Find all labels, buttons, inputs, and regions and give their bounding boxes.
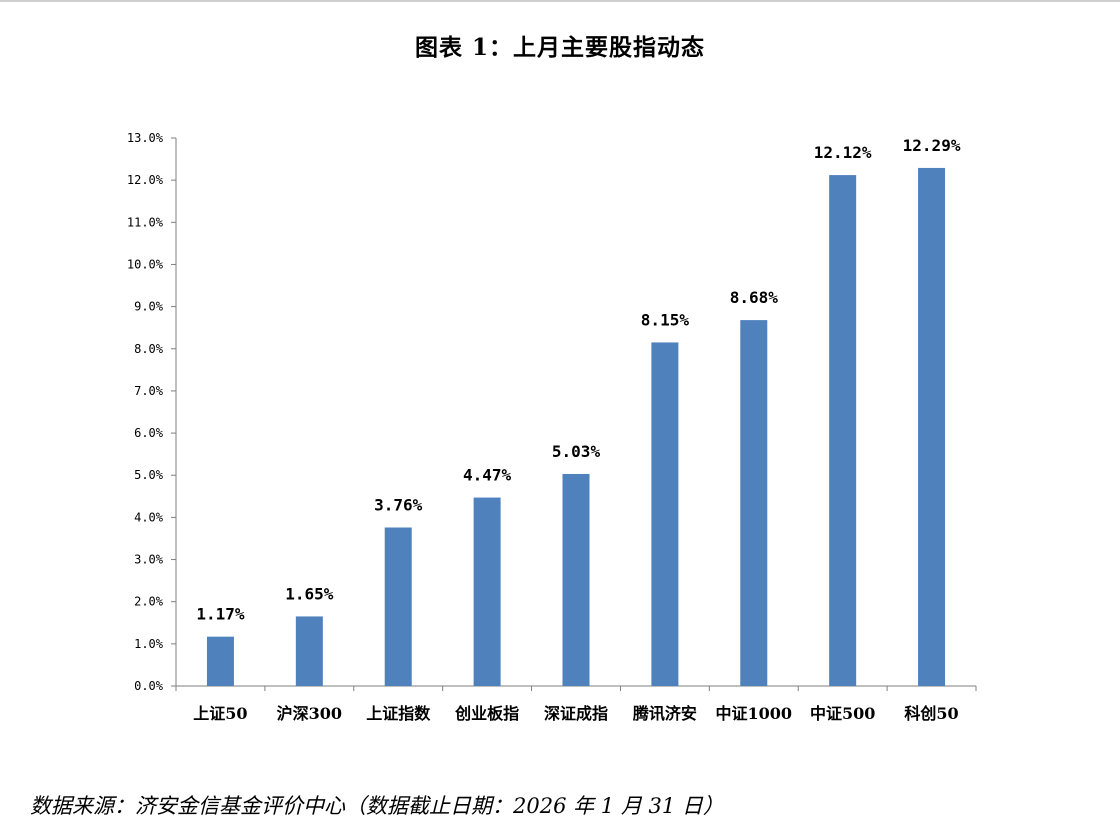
y-tick-label: 2.0% [134, 595, 164, 609]
x-tick-label: 创业板指 [454, 704, 519, 723]
x-tick-label: 上证50 [193, 704, 247, 723]
x-tick-label: 深证成指 [544, 704, 608, 723]
bar-5 [562, 473, 590, 686]
data-label: 1.17% [196, 605, 245, 624]
data-label: 12.12% [814, 143, 872, 162]
data-label: 5.03% [552, 442, 601, 461]
y-tick-label: 3.0% [134, 553, 164, 567]
bar-series [206, 167, 946, 687]
y-tick-label: 13.0% [127, 131, 164, 145]
bar-3 [384, 527, 412, 686]
bar-6 [651, 342, 679, 686]
x-tick-label: 科创50 [904, 704, 958, 723]
x-axis: 上证50 沪深300 上证指数 创业板指 深证成指 腾讯济安 中证1000 中证500 科创50 [175, 685, 977, 723]
y-tick-label: 1.0% [134, 637, 164, 651]
bar-9 [918, 167, 946, 687]
y-tick-label: 8.0% [134, 342, 164, 356]
y-tick-label: 7.0% [134, 384, 164, 398]
y-tick-label: 10.0% [127, 257, 164, 271]
bar-4 [473, 497, 501, 686]
y-tick-label: 9.0% [134, 300, 164, 314]
data-label: 3.76% [374, 496, 423, 515]
y-tick-label: 11.0% [127, 215, 164, 229]
x-tick-label: 上证指数 [366, 704, 431, 723]
bar-2 [295, 616, 323, 686]
data-label: 4.47% [463, 466, 512, 485]
chart-title: 图表 1：上月主要股指动态 [414, 34, 705, 61]
data-label: 1.65% [285, 584, 334, 603]
x-tick-label: 腾讯济安 [633, 704, 697, 723]
y-tick-label: 12.0% [127, 173, 164, 187]
data-labels: 1.17% 1.65% 3.76% 4.47% 5.03% 8.15% 8.68% 12.12… [196, 136, 960, 624]
y-tick-label: 0.0% [134, 679, 164, 693]
x-tick-label: 沪深300 [277, 704, 342, 723]
data-label: 8.15% [641, 310, 690, 329]
x-tick-label: 中证500 [810, 704, 875, 723]
x-tick-label: 中证1000 [716, 704, 793, 723]
bar-1 [206, 636, 234, 686]
y-tick-label: 4.0% [134, 510, 164, 524]
bar-7 [740, 320, 768, 686]
data-label: 12.29% [903, 136, 961, 155]
y-tick-label: 5.0% [134, 468, 164, 482]
y-axis: 0.0% 1.0% 2.0% 3.0% 4.0% 5.0% 6.0% 7.0% 8.0% 9.0%… [127, 131, 177, 693]
y-tick-label: 6.0% [134, 426, 164, 440]
bar-8 [829, 175, 857, 686]
top-divider [0, 0, 1120, 2]
source-note: 数据来源：济安金信基金评价中心（数据截止日期：2026 年 1 月 31 日） [30, 794, 724, 818]
data-label: 8.68% [730, 288, 779, 307]
